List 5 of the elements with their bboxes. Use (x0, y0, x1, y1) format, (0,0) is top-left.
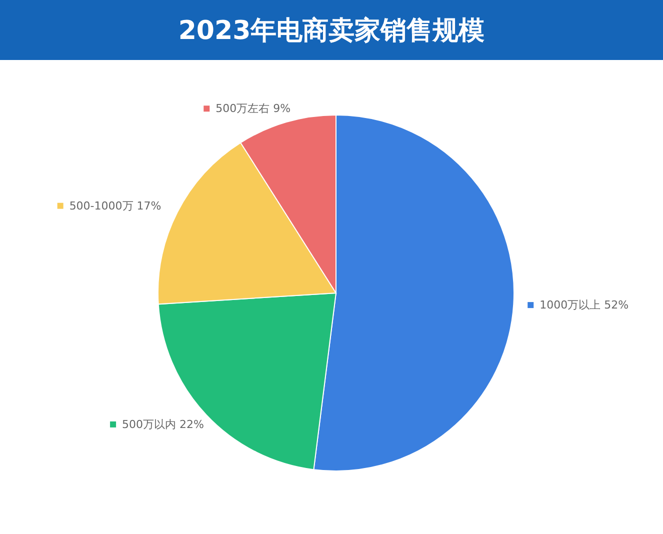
legend-label: 500万左右 9% (216, 102, 291, 116)
legend-label: 500万以内 22% (122, 418, 204, 431)
chart-title: 2023年电商卖家销售规模 (0, 0, 663, 60)
legend-label: 1000万以上 52% (540, 298, 629, 312)
legend-label: 500-1000万 17% (69, 199, 162, 212)
